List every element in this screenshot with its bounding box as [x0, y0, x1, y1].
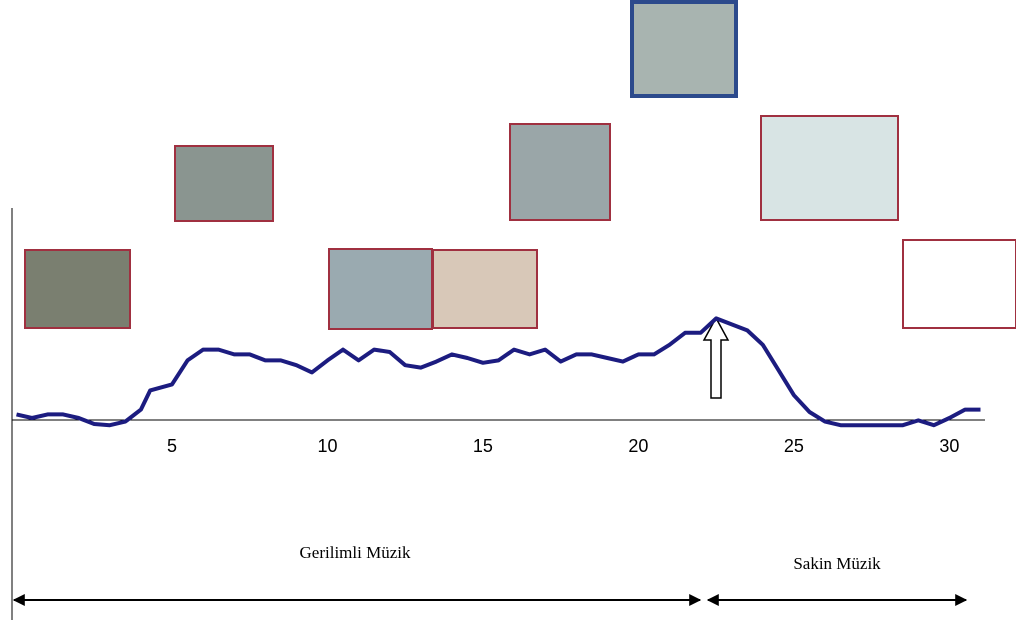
annotation: Sakin Müzik: [793, 554, 881, 573]
annotation: Gerilimli Müzik: [300, 543, 411, 562]
x-tick-label: 5: [167, 436, 177, 456]
x-tick-label: 20: [628, 436, 648, 456]
thumbnail: [433, 250, 537, 328]
thumbnail: [761, 116, 898, 220]
x-tick-label: 10: [317, 436, 337, 456]
thumbnail: [632, 2, 736, 96]
thumbnails: [25, 2, 1016, 329]
chart: Gerilimli Müzik Sakin Müzik 5 10 15 20 25 30: [0, 0, 1016, 623]
thumbnail: [175, 146, 273, 221]
thumbnail: [329, 249, 432, 329]
peak-arrow: [704, 318, 728, 398]
thumbnail: [25, 250, 130, 328]
x-tick-label: 15: [473, 436, 493, 456]
x-tick-label: 25: [784, 436, 804, 456]
thumbnail: [903, 240, 1016, 328]
thumbnail: [510, 124, 610, 220]
x-tick-label: 30: [939, 436, 959, 456]
line-series: [17, 318, 981, 425]
